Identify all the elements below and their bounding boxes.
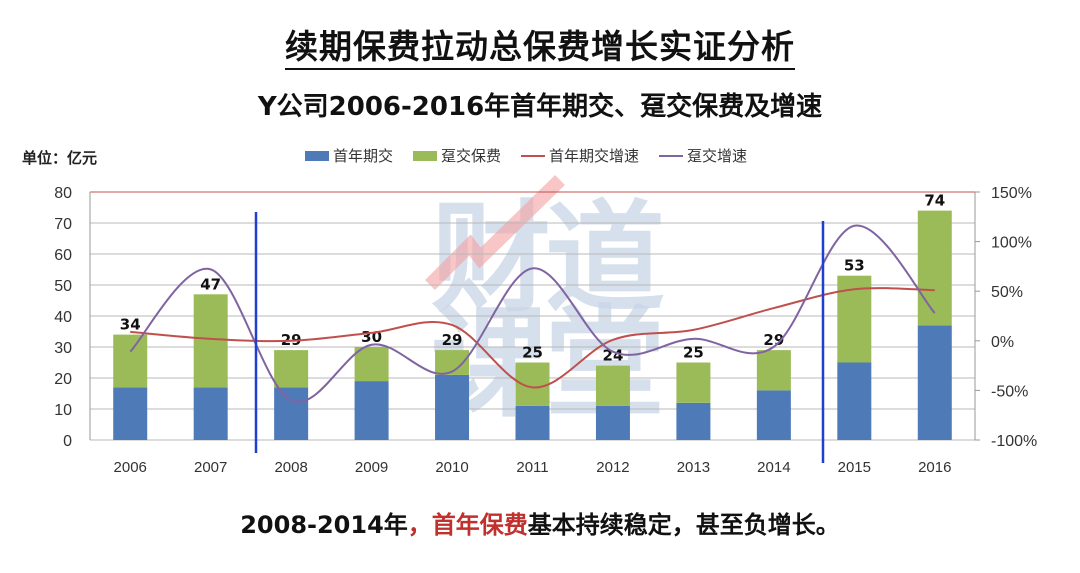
legend-item-first-year: 首年期交 — [305, 145, 393, 166]
footer-highlight: 首年保费 — [431, 511, 528, 539]
total-label: 24 — [603, 347, 624, 365]
x-tick-label: 2011 — [516, 459, 548, 476]
legend-line-icon — [659, 154, 684, 157]
y2-tick-label: 100% — [991, 235, 1032, 252]
bar-segment — [756, 390, 791, 440]
bar-segment — [274, 387, 309, 440]
legend-item-first-year-growth: 首年期交增速 — [521, 145, 639, 166]
x-tick-label: 2016 — [918, 459, 951, 476]
bar-segment — [515, 405, 550, 440]
y-tick-label: 20 — [54, 371, 72, 388]
y-tick-label: 10 — [54, 402, 72, 419]
legend-label: 首年期交 — [333, 147, 394, 165]
line-series — [129, 224, 936, 403]
legend-label: 趸交增速 — [687, 147, 748, 165]
legend-line-icon — [521, 154, 546, 157]
y2-tick-label: -50% — [991, 383, 1028, 400]
chart-legend: 首年期交 趸交保费 首年期交增速 趸交增速 — [305, 145, 747, 166]
x-tick-label: 2015 — [838, 459, 871, 476]
y-tick-label: 70 — [54, 216, 72, 233]
conclusion-text: 2008-2014年，首年保费基本持续稳定，甚至负增长。 — [0, 505, 1080, 540]
x-tick-label: 2014 — [757, 459, 790, 476]
x-tick-label: 2010 — [435, 459, 468, 476]
bar-segment — [756, 350, 791, 391]
footer-suffix: 基本持续稳定，甚至负增长。 — [527, 511, 840, 539]
bar-segment — [354, 347, 389, 382]
y-tick-label: 50 — [54, 278, 72, 295]
page-title: 续期保费拉动总保费增长实证分析 — [0, 20, 1080, 70]
legend-label: 首年期交增速 — [549, 147, 640, 165]
total-label: 74 — [924, 192, 945, 210]
y-tick-label: 80 — [54, 185, 72, 202]
y2-tick-label: 0% — [991, 334, 1014, 351]
total-label: 25 — [683, 344, 704, 362]
bar-segment — [676, 362, 711, 403]
legend-item-single-premium: 趸交保费 — [413, 145, 501, 166]
legend-swatch-icon — [305, 150, 329, 161]
total-label: 30 — [361, 328, 382, 346]
total-label: 53 — [844, 257, 865, 275]
x-tick-label: 2007 — [194, 459, 227, 476]
y2-tick-label: -100% — [991, 433, 1037, 450]
bar-segment — [193, 387, 228, 440]
total-label: 29 — [442, 331, 463, 349]
bar-segment — [917, 210, 952, 326]
legend-item-single-growth: 趸交增速 — [659, 145, 747, 166]
x-tick-label: 2012 — [596, 459, 629, 476]
bar-segment — [595, 405, 630, 440]
watermark-arrow-icon — [425, 174, 565, 290]
bar-segment — [113, 387, 148, 440]
chart-subtitle: Y公司2006-2016年首年期交、趸交保费及增速 — [257, 92, 823, 122]
y-tick-label: 40 — [54, 309, 72, 326]
bar-segment — [917, 325, 952, 440]
bar-segment — [274, 350, 309, 388]
y-tick-label: 30 — [54, 340, 72, 357]
total-label: 25 — [522, 344, 543, 362]
legend-swatch-icon — [413, 150, 438, 161]
x-tick-label: 2009 — [355, 459, 388, 476]
bar-segment — [193, 294, 228, 388]
legend-label: 趸交保费 — [441, 147, 502, 165]
x-tick-label: 2013 — [677, 459, 710, 476]
bar-segment — [595, 365, 630, 406]
watermark-top: 财道 — [431, 190, 664, 329]
y-tick-label: 0 — [63, 433, 72, 450]
footer-years: 2008-2014年 — [240, 511, 408, 539]
bar-segment — [435, 374, 470, 440]
x-tick-label: 2006 — [114, 459, 147, 476]
bar-segment — [354, 381, 389, 440]
y-tick-label: 60 — [54, 247, 72, 264]
bar-segment — [113, 334, 148, 388]
footer-comma: ， — [407, 511, 432, 539]
y2-tick-label: 150% — [991, 185, 1032, 202]
total-label: 29 — [763, 331, 784, 349]
y2-tick-label: 50% — [991, 284, 1023, 301]
bar-segment — [837, 362, 872, 440]
title-text: 续期保费拉动总保费增长实证分析 — [285, 27, 795, 70]
unit-label: 单位：亿元 — [22, 149, 98, 167]
line-series — [130, 287, 935, 389]
x-tick-label: 2008 — [274, 459, 307, 476]
bar-segment — [676, 402, 711, 440]
total-label: 47 — [200, 275, 221, 293]
total-label: 34 — [120, 316, 141, 334]
